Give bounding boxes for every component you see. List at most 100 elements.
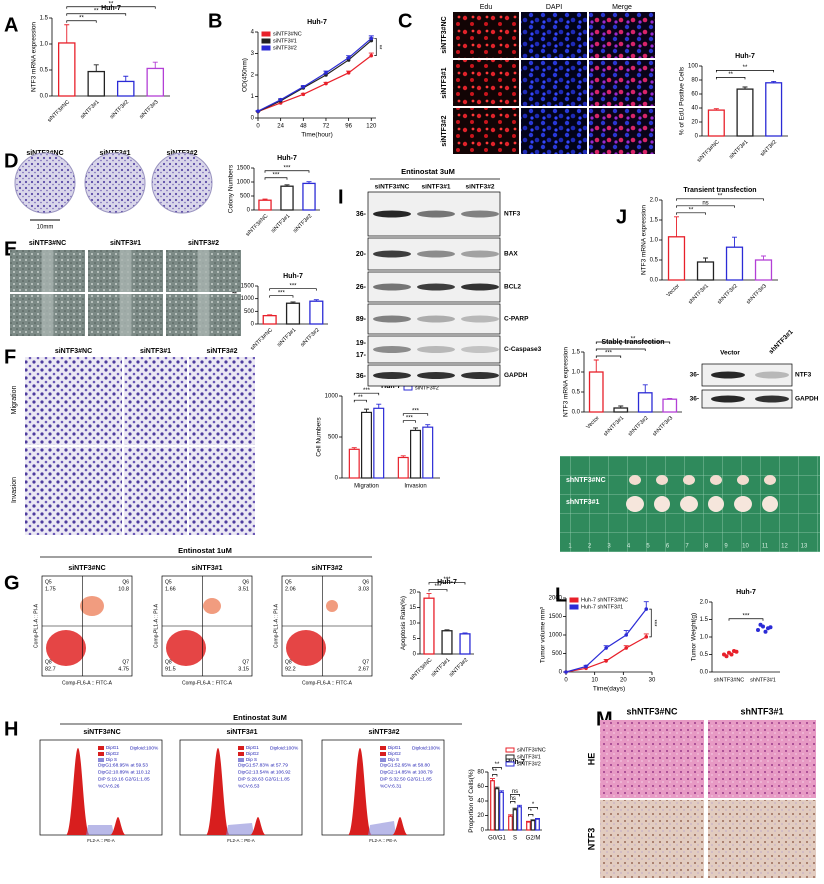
x-tick-label: G2/M xyxy=(526,836,541,842)
y-axis-label: Comp-PL1-A :: PI-A xyxy=(273,603,279,648)
bar xyxy=(116,80,135,97)
legend-swatch xyxy=(505,747,515,753)
marker-label: 19- xyxy=(356,340,367,347)
quadrant-value: 10.8 xyxy=(118,586,129,592)
significance-label: *** xyxy=(272,172,280,178)
bar xyxy=(373,407,385,479)
blot xyxy=(367,335,501,364)
bar xyxy=(441,630,453,655)
x-axis-label: FL2-A :: PE-A xyxy=(87,838,115,843)
point xyxy=(324,71,328,75)
bar xyxy=(423,597,435,655)
ruler-number: 1 xyxy=(568,544,572,550)
significance-bracket xyxy=(715,70,775,73)
bar xyxy=(588,371,604,413)
row-label: HE xyxy=(586,753,596,766)
event-cloud xyxy=(80,596,104,616)
legend-label: Dip S xyxy=(106,757,117,762)
quadrant-value: 2.06 xyxy=(285,586,296,592)
y-axis-label: NTF3 mRNA expression xyxy=(640,205,647,275)
event-cloud xyxy=(166,630,206,666)
y-tick-label: 20 xyxy=(691,120,698,126)
y-tick-label: 0.5 xyxy=(572,390,581,396)
significance-bracket xyxy=(528,814,534,817)
panel-label: J xyxy=(616,206,627,228)
chart-title: Huh-7 xyxy=(277,155,297,162)
legend-label: siNTF3#2 xyxy=(415,385,439,391)
significance-bracket xyxy=(728,618,764,621)
point xyxy=(584,664,588,669)
significance-bracket xyxy=(353,392,380,396)
error-bar xyxy=(152,61,158,69)
stat-line: Diploid:100% xyxy=(270,745,299,751)
y-tick-label: 40 xyxy=(691,106,698,112)
y-tick-label: 60 xyxy=(477,784,484,790)
tumor xyxy=(708,496,724,512)
x-tick-label: siNTF3#1 xyxy=(270,213,291,234)
y-axis-label: OD(450nm) xyxy=(241,58,248,92)
band xyxy=(373,283,411,291)
point xyxy=(369,53,374,58)
wound-gap xyxy=(197,250,210,292)
band xyxy=(461,283,499,291)
column-label: siNTF3#NC xyxy=(29,240,66,247)
significance-label: * xyxy=(532,802,535,808)
band xyxy=(461,315,499,323)
marker-label: 17- xyxy=(356,352,367,359)
x-tick-label: 96 xyxy=(345,124,352,130)
band xyxy=(373,250,411,258)
legend-swatch xyxy=(403,385,413,391)
point xyxy=(644,635,649,639)
y-tick-label: 3 xyxy=(251,51,255,57)
bar xyxy=(361,411,373,479)
y-tick-label: 0.0 xyxy=(40,94,49,100)
error-bar xyxy=(742,86,748,90)
error-bar xyxy=(426,593,432,599)
error-bar xyxy=(667,397,673,400)
x-tick-label: siNTF3#1 xyxy=(80,99,101,120)
legend-label: DipG2 xyxy=(106,751,119,756)
legend-label: siNTF3#1 xyxy=(517,754,541,760)
colony-dish xyxy=(151,152,213,214)
band xyxy=(417,283,455,291)
x-tick-label: Vector xyxy=(666,283,681,298)
stat-line: DiP S:32.50 G2/G1:1.85 xyxy=(380,776,432,782)
x-tick-label: siNTF3#1 xyxy=(728,139,749,160)
band xyxy=(417,250,455,258)
chart-title: Huh-7 xyxy=(283,273,303,280)
quadrant-value: 82.7 xyxy=(45,666,56,672)
stat-line: DipG1:68.95% at 59.53 xyxy=(98,762,148,768)
legend-swatch xyxy=(238,746,244,750)
bar xyxy=(309,300,324,325)
ruler-number: 12 xyxy=(781,544,788,550)
error-bar xyxy=(364,408,369,413)
band xyxy=(417,346,455,353)
ruler-number: 6 xyxy=(666,544,670,550)
marker-label: 26- xyxy=(356,284,367,291)
band xyxy=(461,372,499,379)
tumor xyxy=(710,475,722,485)
x-tick-label: S xyxy=(513,836,517,842)
legend-label: DipG2 xyxy=(388,751,401,756)
column-label: Merge xyxy=(612,4,632,11)
quadrant-value: 3.15 xyxy=(238,666,249,672)
quadrant-value: 3.51 xyxy=(238,586,249,592)
significance-label: ** xyxy=(743,65,748,71)
point xyxy=(564,670,568,674)
error-bar xyxy=(444,629,450,631)
y-axis-label: NTF3 mRNA expression xyxy=(562,347,569,417)
x-tick-label: siNTF3#3 xyxy=(139,99,160,120)
x-tick-label: shNTF3#3 xyxy=(652,415,674,437)
significance-bracket xyxy=(264,170,310,173)
event-cloud xyxy=(203,598,221,614)
significance-label: *** xyxy=(651,619,657,627)
stat-line: DipG2:14.85% at 108.79 xyxy=(380,769,433,775)
significance-label: ** xyxy=(631,337,636,343)
panel-label: G xyxy=(4,572,20,594)
he-section xyxy=(708,720,816,798)
significance-label: *** xyxy=(283,165,291,171)
marker-label: 36- xyxy=(690,372,699,379)
legend-swatch xyxy=(98,758,104,762)
y-tick-label: 0 xyxy=(335,476,339,482)
stat-line: %CV:6.53 xyxy=(238,783,260,789)
